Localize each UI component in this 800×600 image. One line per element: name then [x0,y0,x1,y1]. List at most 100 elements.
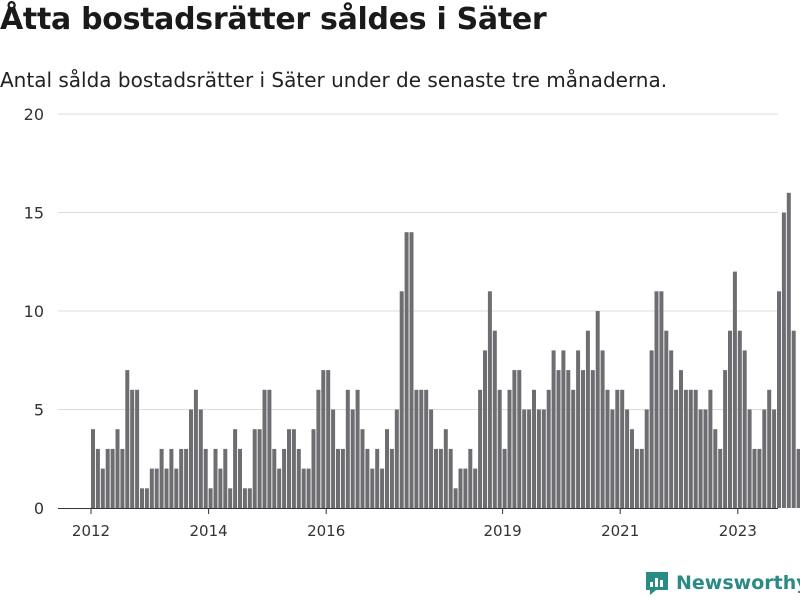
bar [595,311,600,508]
bar [497,389,502,508]
bar [389,448,394,508]
bar [767,389,772,508]
bar [781,212,786,508]
bar [321,370,326,508]
bar [174,468,179,508]
bar [453,488,458,508]
bar [95,448,100,508]
bar [193,389,198,508]
bar-series [91,192,800,509]
bar [247,488,252,508]
bar [644,409,649,508]
bar [659,291,664,508]
bar [130,389,135,508]
bar [541,409,546,508]
bar [429,409,434,508]
bar [468,448,473,508]
bar [585,330,590,508]
bar [492,330,497,508]
bar [713,429,718,508]
bar [252,429,257,508]
bar [772,409,777,508]
newsworthy-logo-icon [646,572,668,595]
bar [233,429,238,508]
y-tick-label: 15 [24,204,44,223]
bar [336,448,340,508]
y-tick-label: 20 [24,105,44,124]
bar [105,448,110,508]
bar [581,370,585,508]
bar [409,232,414,508]
bar [208,488,213,508]
bar [576,350,581,508]
y-tick-label: 0 [34,499,44,518]
bar [742,350,747,508]
bar [732,271,737,508]
bar [203,448,208,508]
bar [311,429,316,508]
bar [424,389,429,508]
bar [620,389,625,508]
bar [350,409,355,508]
bar [120,448,125,508]
bar [159,448,164,508]
bar [561,350,566,508]
bar [316,389,321,508]
x-tick-label: 2012 [72,522,110,540]
bar [786,192,791,509]
bar [340,448,345,508]
bar [242,488,247,508]
bar [238,448,242,508]
x-tick-label: 2021 [601,522,639,540]
bar [331,409,336,508]
bar [394,409,399,508]
bar [507,389,512,508]
chart-subtitle: Antal sålda bostadsrätter i Säter under … [0,68,668,92]
bar [649,350,654,508]
x-tick-label: 2019 [484,522,522,540]
bar [600,350,605,508]
bar [723,370,728,508]
bar [223,448,228,508]
bar [277,468,282,508]
y-axis-ticks: 0 5 10 15 20 [24,105,44,518]
bar [737,330,742,508]
y-tick-label: 5 [34,401,44,420]
bar [375,448,380,508]
newsworthy-logo-text: Newsworthy [676,572,800,594]
bar [458,468,463,508]
bar [664,330,669,508]
bar [154,468,159,508]
bar [546,389,551,508]
bar [164,468,169,508]
bar [762,409,767,508]
bar [757,448,762,508]
bar [282,448,287,508]
bar [478,389,483,508]
bar [634,448,639,508]
y-tick-label: 10 [24,302,44,321]
bar [556,370,561,508]
bar [296,448,301,508]
bar [777,291,781,508]
x-tick-label: 2014 [190,522,228,540]
bar [747,409,752,508]
bar [262,389,267,508]
bar [272,448,277,508]
bar [708,389,713,508]
bar [399,291,404,508]
bar [257,429,262,508]
bar [571,389,576,508]
bar [404,232,409,508]
bar [380,468,385,508]
bar [688,389,693,508]
bar [301,468,306,508]
bar [125,370,130,508]
bar [483,350,487,508]
bar [91,429,95,508]
bar [522,409,527,508]
bar [385,429,389,508]
bar [434,448,438,508]
bar [360,429,365,508]
bar [419,389,424,508]
